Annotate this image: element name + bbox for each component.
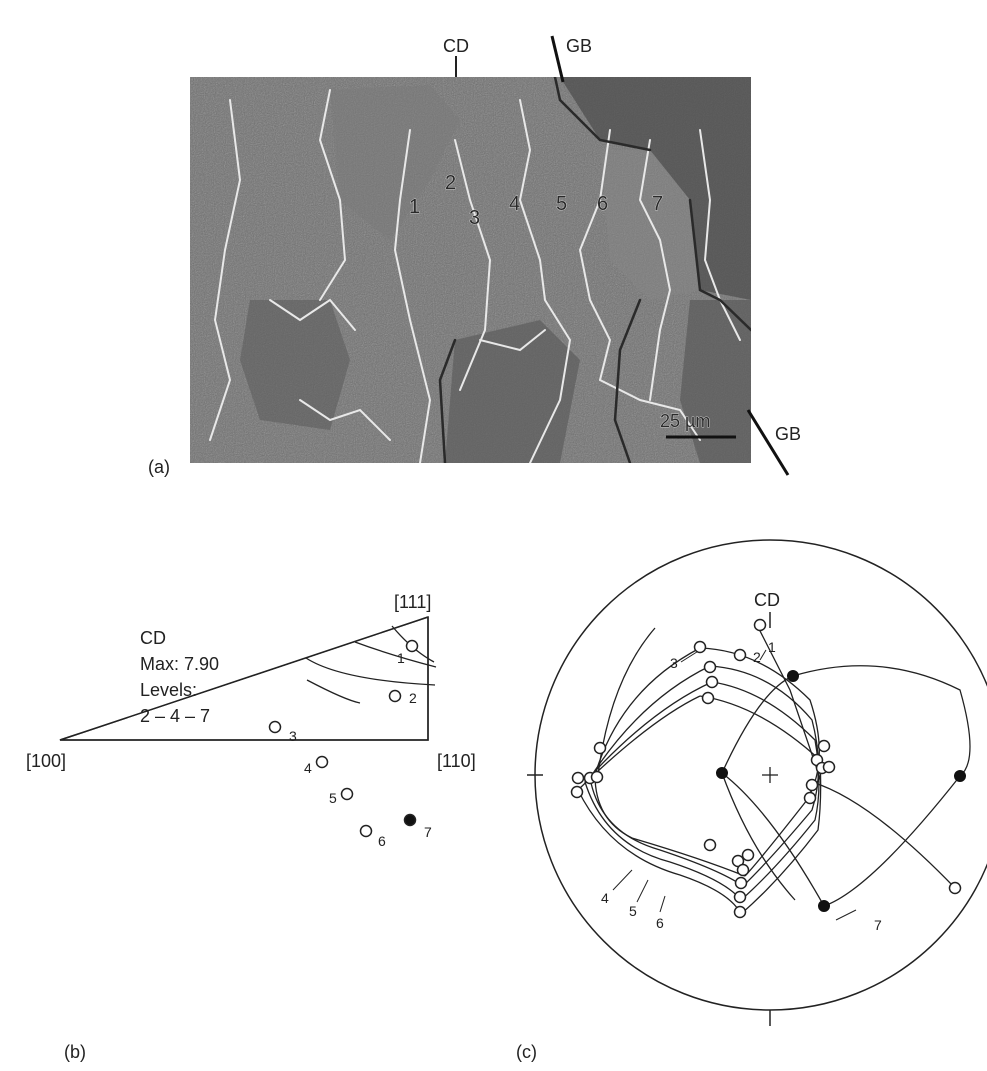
stereo-traces	[577, 624, 971, 915]
grain-number-7: 7	[652, 193, 663, 215]
grain-number-4: 4	[509, 193, 520, 215]
stereo-open-point	[948, 881, 962, 895]
ipf-triangle-edges	[59, 616, 429, 741]
ipf-point-label-3: 3	[289, 728, 297, 744]
stereo-open-point	[734, 876, 748, 890]
grain-region-lower-right	[680, 300, 751, 463]
ipf-corner-100: [100]	[26, 751, 66, 771]
stereo-filled-point	[954, 770, 966, 782]
stereo-filled-point	[818, 900, 830, 912]
panel-a: 1 2 3 4 5 6 7 25 µm CD GB GB (a)	[148, 35, 801, 477]
panel-b-label: (b)	[64, 1042, 86, 1062]
ipf-point-7	[403, 813, 417, 827]
stereo-open-point	[822, 760, 836, 774]
ipf-point-label-5: 5	[329, 790, 337, 806]
cd-label-a: CD	[443, 36, 469, 56]
stereo-filled-point	[787, 670, 799, 682]
ipf-info-levels-label: Levels:	[140, 680, 197, 700]
stereo-open-point	[736, 863, 750, 877]
stereo-label-6: 6	[656, 915, 664, 931]
grain-region-upper-center	[330, 85, 460, 240]
stereo-open-point	[590, 770, 604, 784]
ipf-point-1	[405, 639, 419, 653]
ipf-point-6	[359, 824, 373, 838]
stereo-open-point	[571, 771, 585, 785]
dark-boundaries	[438, 77, 751, 463]
ipf-point-2	[388, 689, 402, 703]
stereo-open-point	[733, 905, 747, 919]
stereo-filled-point	[716, 767, 728, 779]
stereo-open-point	[701, 691, 715, 705]
stereo-label-3: 3	[670, 655, 678, 671]
grain-number-2: 2	[445, 172, 456, 194]
stereo-open-point	[733, 890, 747, 904]
stereo-open-point	[703, 838, 717, 852]
grain-number-6: 6	[597, 193, 608, 215]
ipf-point-label-1: 1	[397, 650, 405, 666]
stereo-label-1: 1	[768, 639, 776, 655]
stereo-open-point	[733, 648, 747, 662]
grain-number-labels: 1 2 3 4 5 6 7	[409, 172, 664, 230]
ipf-corner-110: [110]	[437, 751, 476, 771]
grain-region-dark-right	[560, 77, 751, 300]
ipf-point-label-2: 2	[409, 690, 417, 706]
grain-region-light-right	[600, 150, 700, 300]
ipf-point-label-6: 6	[378, 833, 386, 849]
ipf-points: 1 2 34 5 6 7	[268, 639, 432, 849]
stereo-center-cross	[762, 767, 778, 783]
stereo-open-points	[570, 618, 962, 919]
stereo-cd-label: CD	[754, 590, 780, 610]
stereo-label-2: 2	[753, 649, 761, 665]
ipf-point-4	[315, 755, 329, 769]
stereo-filled-points	[716, 670, 966, 912]
micrograph: 1 2 3 4 5 6 7 25 µm	[190, 77, 751, 463]
ipf-info-levels-value: 2 – 4 – 7	[140, 706, 210, 726]
ipf-point-5	[340, 787, 354, 801]
gb-right-label: GB	[775, 424, 801, 444]
grain-region-bottom-center	[445, 320, 580, 463]
grain-number-5: 5	[556, 193, 567, 215]
stereo-open-point	[593, 741, 607, 755]
ipf-info-max: Max: 7.90	[140, 654, 219, 674]
stereo-label-5: 5	[629, 903, 637, 919]
gb-top-marker	[550, 35, 565, 83]
panel-c-label: (c)	[516, 1042, 537, 1062]
grain-boundaries	[209, 89, 741, 463]
stereo-open-point	[693, 640, 707, 654]
stereo-open-point	[805, 778, 819, 792]
grain-number-1: 1	[409, 196, 420, 218]
gb-right-marker	[746, 409, 790, 476]
panel-c: CD	[516, 539, 987, 1062]
stereo-open-point	[753, 618, 767, 632]
stereo-label-7: 7	[874, 917, 882, 933]
stereo-open-point	[705, 675, 719, 689]
stereo-open-point	[703, 660, 717, 674]
panel-b: [111] [100] [110] CD Max: 7.90 Levels: 2…	[26, 592, 476, 1062]
scale-bar-label: 25 µm	[660, 411, 710, 431]
stereo-label-4: 4	[601, 890, 609, 906]
grain-region-lower-left	[240, 300, 350, 430]
ipf-point-label-4: 4	[304, 760, 312, 776]
stereo-labels: 1 2 3 4 5 6 7	[601, 639, 882, 933]
ipf-point-label-7: 7	[424, 824, 432, 840]
ipf-corner-111: [111]	[394, 592, 431, 612]
ipf-info-title: CD	[140, 628, 166, 648]
stereo-open-point	[803, 791, 817, 805]
panel-a-label: (a)	[148, 457, 170, 477]
stereo-open-point	[570, 785, 584, 799]
scale-bar: 25 µm	[660, 411, 736, 439]
stereo-ticks	[527, 612, 771, 1026]
stereo-open-point	[817, 739, 831, 753]
ipf-point-3	[268, 720, 282, 734]
gb-top-label: GB	[566, 36, 592, 56]
grain-number-3: 3	[469, 207, 480, 229]
stereo-open-point	[741, 848, 755, 862]
